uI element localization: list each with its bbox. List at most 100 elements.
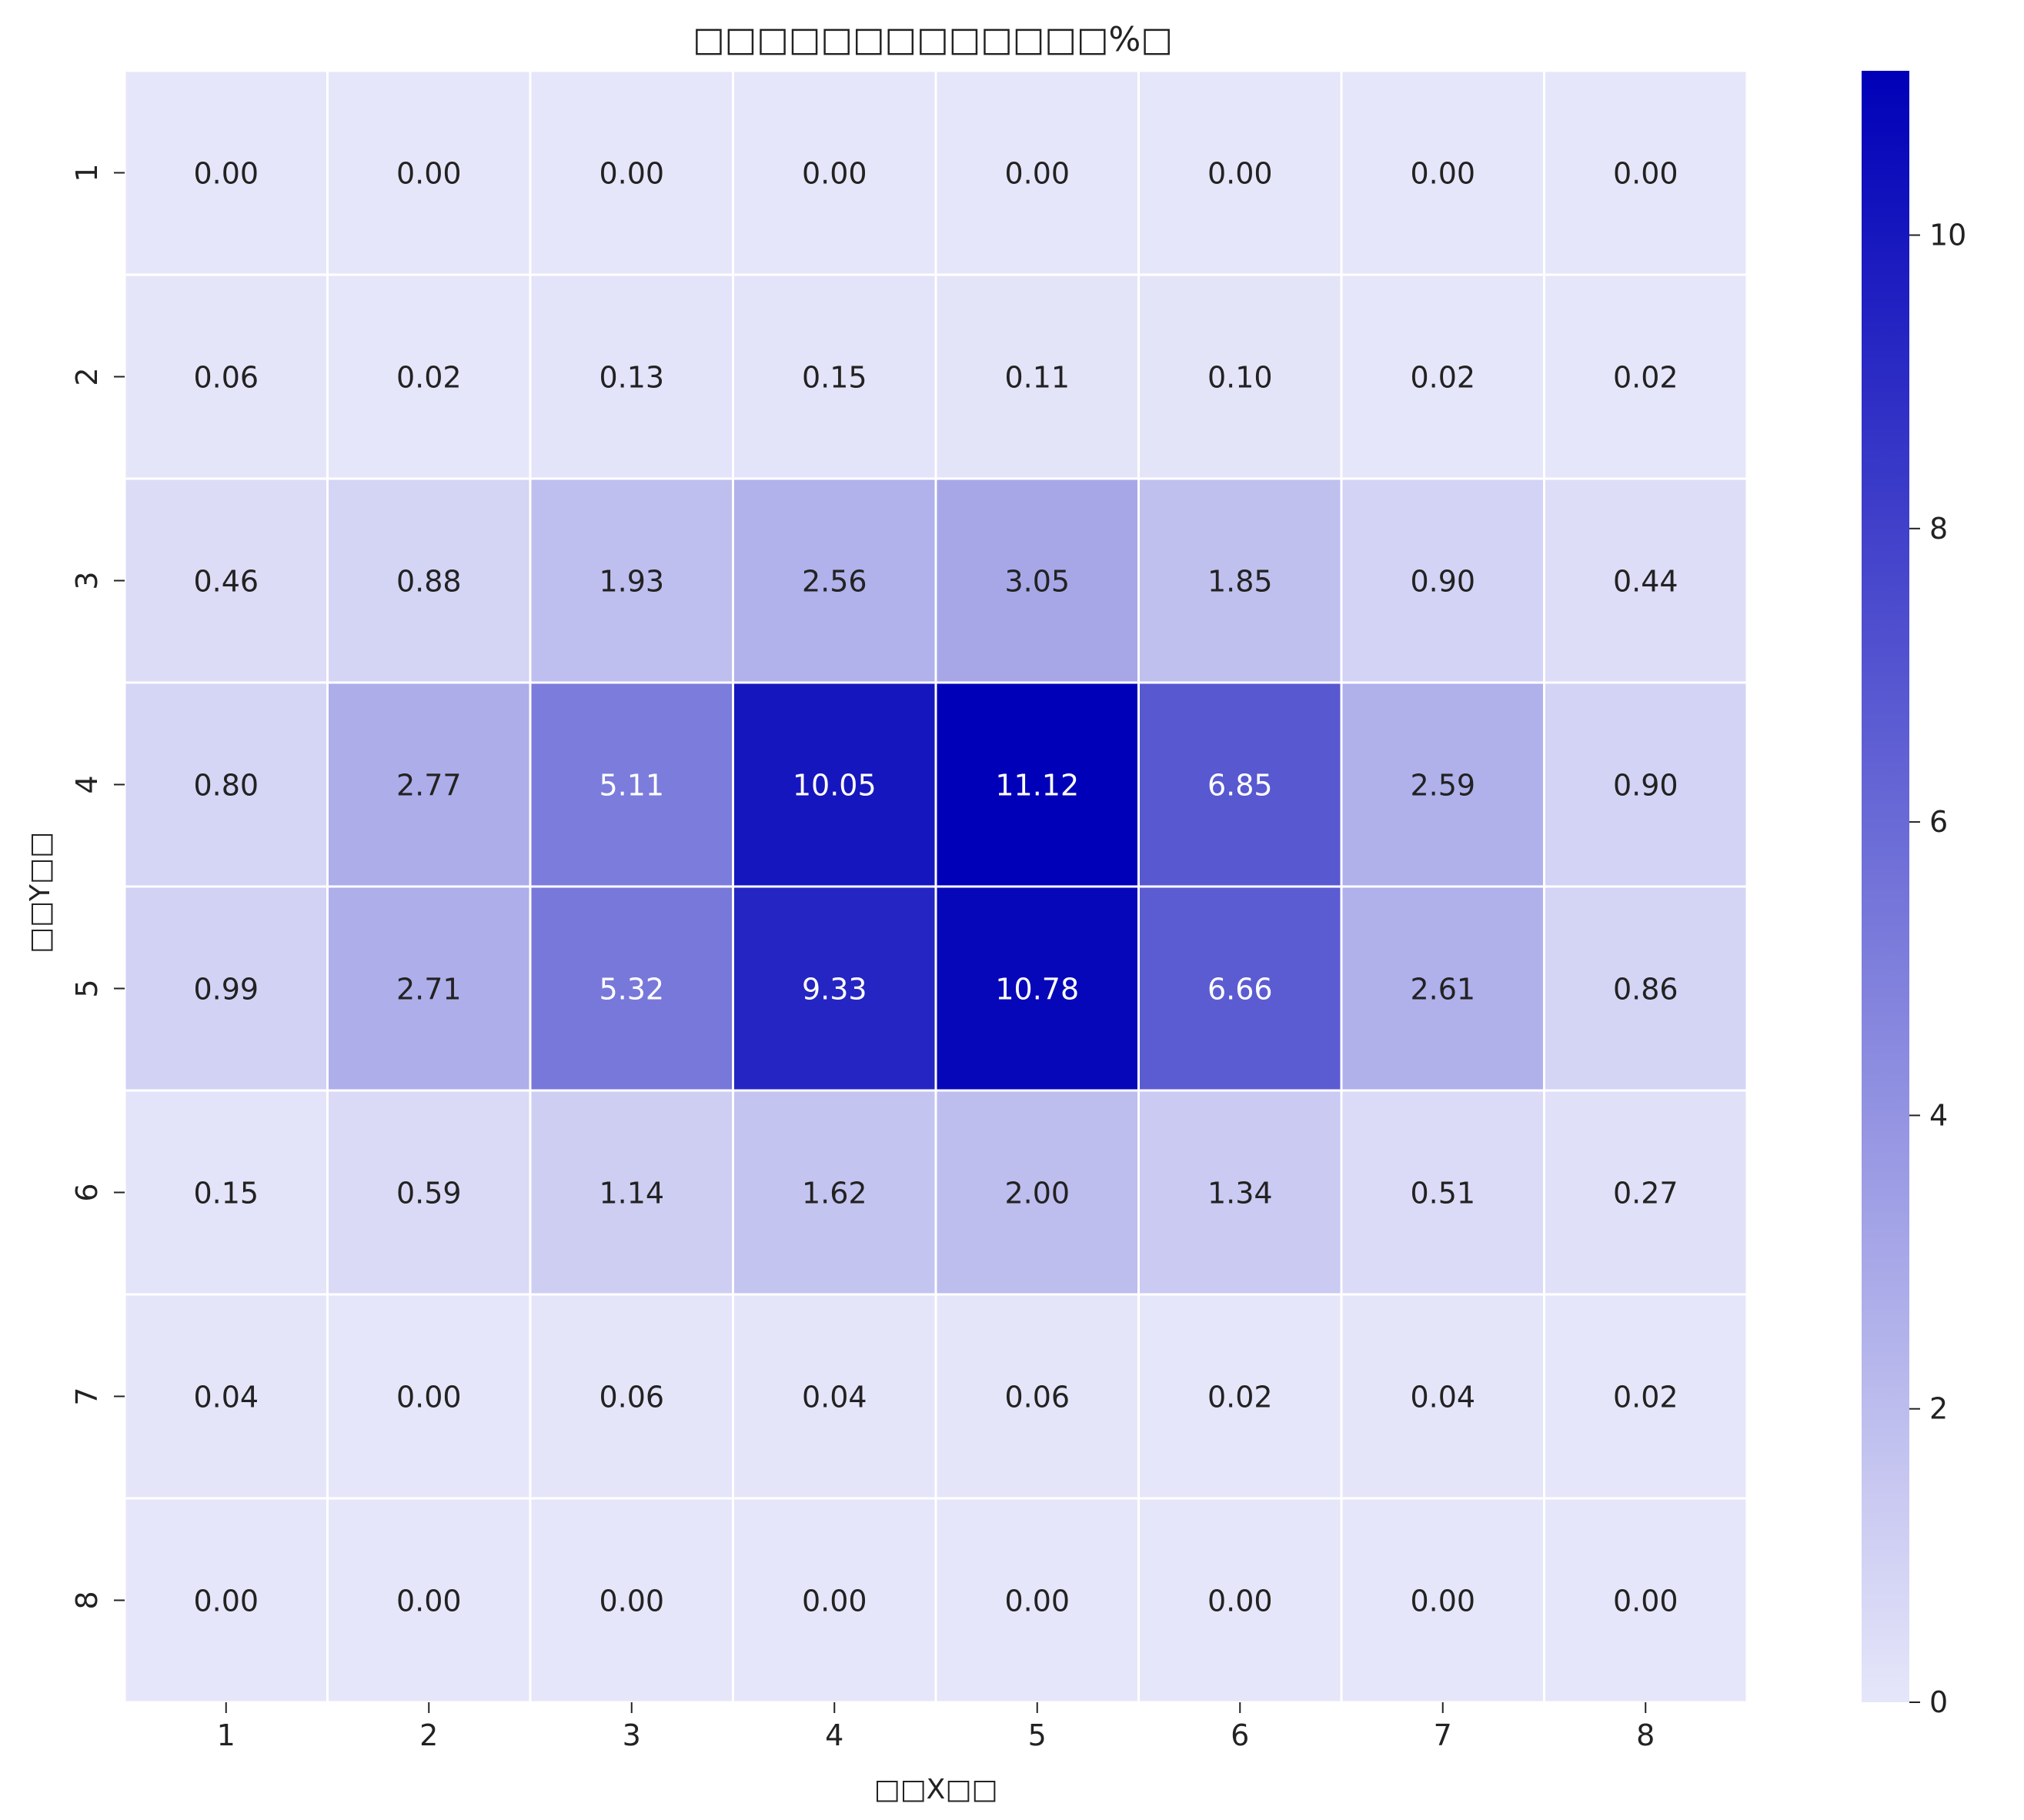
x-axis-ticks: 1 2 3 4 5 6 7 8 — [217, 1702, 1655, 1752]
heatmap-cell — [529, 1089, 734, 1296]
cell-value-label: 0.99 — [193, 973, 259, 1007]
heatmap-cell — [1340, 885, 1545, 1092]
cell-value-label: 0.15 — [802, 361, 867, 395]
heatmap-cell — [529, 681, 734, 888]
heatmap-cell — [732, 885, 937, 1092]
cell-value-label: 5.11 — [599, 769, 664, 803]
y-tick-label: 2 — [70, 367, 104, 386]
cell-value-label: 0.06 — [599, 1381, 664, 1414]
cell-value-label: 0.00 — [396, 157, 462, 191]
cell-value-label: 0.00 — [396, 1381, 462, 1414]
cell-value-label: 2.00 — [1004, 1177, 1070, 1211]
y-tick-label: 5 — [70, 979, 104, 997]
cell-value-label: 0.00 — [1613, 1585, 1678, 1618]
x-tick-label: 4 — [825, 1718, 843, 1752]
x-tick-label: 3 — [623, 1718, 641, 1752]
colorbar-tick-label: 2 — [1929, 1392, 1948, 1426]
cell-value-label: 2.61 — [1410, 973, 1475, 1007]
y-tick-label: 3 — [70, 571, 104, 589]
y-tick-label: 1 — [70, 163, 104, 182]
x-tick-label: 7 — [1434, 1718, 1452, 1752]
heatmap-cell — [1543, 885, 1748, 1092]
cell-value-label: 0.00 — [1410, 157, 1475, 191]
colorbar-tick-label: 4 — [1929, 1098, 1948, 1132]
cell-value-label: 0.02 — [1613, 1381, 1678, 1414]
cell-value-label: 2.77 — [396, 769, 462, 803]
cell-value-label: 3.05 — [1004, 565, 1070, 599]
cell-value-label: 0.10 — [1207, 361, 1273, 395]
cell-value-label: 1.34 — [1207, 1177, 1273, 1211]
cell-value-label: 0.27 — [1613, 1177, 1678, 1211]
cell-value-label: 0.00 — [1004, 157, 1070, 191]
cell-value-label: 0.04 — [1410, 1381, 1475, 1414]
cell-value-label: 0.00 — [1410, 1585, 1475, 1618]
cell-value-label: 0.00 — [599, 1585, 664, 1618]
heatmap-cell — [326, 1089, 532, 1296]
heatmap-cell — [529, 885, 734, 1092]
heatmap-cell — [1340, 681, 1545, 888]
heatmap-cell — [529, 1497, 734, 1704]
x-tick-label: 1 — [217, 1718, 235, 1752]
heatmap-cell-labels: 0.00 0.00 0.00 0.00 0.00 0.00 0.00 0.00 0.06 0.02… — [193, 157, 1678, 1618]
cell-value-label: 0.15 — [193, 1177, 259, 1211]
heatmap-cell — [1340, 1089, 1545, 1296]
cell-value-label: 0.02 — [1207, 1381, 1273, 1414]
cell-value-label: 0.00 — [1004, 1585, 1070, 1618]
cell-value-label: 0.00 — [1207, 1585, 1273, 1618]
cell-value-label: 0.46 — [193, 565, 259, 599]
heatmap-cell — [934, 1089, 1140, 1296]
x-tick-label: 6 — [1231, 1718, 1249, 1752]
cell-value-label: 2.56 — [802, 565, 867, 599]
y-tick-label: 6 — [70, 1183, 104, 1201]
heatmap-cell — [934, 681, 1140, 888]
heatmap-cell — [123, 1293, 329, 1500]
cell-value-label: 0.51 — [1410, 1177, 1475, 1211]
heatmap-cell — [1340, 273, 1545, 480]
colorbar-ticks: 0 2 4 6 8 10 — [1909, 219, 1966, 1719]
cell-value-label: 0.00 — [802, 157, 867, 191]
colorbar — [1862, 71, 1909, 1702]
y-tick-label: 7 — [70, 1387, 104, 1405]
cell-value-label: 10.78 — [995, 973, 1079, 1007]
colorbar-tick-label: 0 — [1929, 1685, 1948, 1719]
heatmap-cell — [123, 477, 329, 684]
cell-value-label: 5.32 — [599, 973, 664, 1007]
heatmap-cell — [934, 885, 1140, 1092]
heatmap-cell — [934, 477, 1140, 684]
heatmap-cell — [1137, 1293, 1343, 1500]
cell-value-label: 0.02 — [1410, 361, 1475, 395]
heatmap-cell — [326, 1293, 532, 1500]
cell-value-label: 0.13 — [599, 361, 664, 395]
cell-value-label: 0.00 — [396, 1585, 462, 1618]
heatmap-cell — [1137, 885, 1343, 1092]
cell-value-label: 0.00 — [1613, 157, 1678, 191]
cell-value-label: 0.00 — [599, 157, 664, 191]
cell-value-label: 0.06 — [193, 361, 259, 395]
heatmap-cell — [934, 1497, 1140, 1704]
cell-value-label: 0.02 — [1613, 361, 1678, 395]
cell-value-label: 0.00 — [1207, 157, 1273, 191]
heatmap-cell — [732, 273, 937, 480]
cell-value-label: 0.06 — [1004, 1381, 1070, 1414]
colorbar-tick-label: 10 — [1929, 219, 1966, 252]
cell-value-label: 0.00 — [802, 1585, 867, 1618]
heatmap-cell — [1543, 1497, 1748, 1704]
y-axis-label: □□Y□□ — [25, 832, 56, 953]
heatmap-cell — [123, 681, 329, 888]
cell-value-label: 11.12 — [995, 769, 1079, 803]
cell-value-label: 6.85 — [1207, 769, 1273, 803]
heatmap-cell — [1543, 477, 1748, 684]
cell-value-label: 0.00 — [193, 157, 259, 191]
heatmap-cell — [1137, 273, 1343, 480]
heatmap-cell — [326, 477, 532, 684]
heatmap-cell — [123, 69, 329, 276]
heatmap-cell — [1543, 69, 1748, 276]
x-tick-label: 2 — [419, 1718, 438, 1752]
x-tick-label: 8 — [1636, 1718, 1655, 1752]
heatmap-cells — [123, 69, 1748, 1704]
cell-value-label: 1.85 — [1207, 565, 1273, 599]
heatmap-cell — [732, 477, 937, 684]
cell-value-label: 0.90 — [1613, 769, 1678, 803]
heatmap-cell — [529, 69, 734, 276]
heatmap-cell — [934, 273, 1140, 480]
